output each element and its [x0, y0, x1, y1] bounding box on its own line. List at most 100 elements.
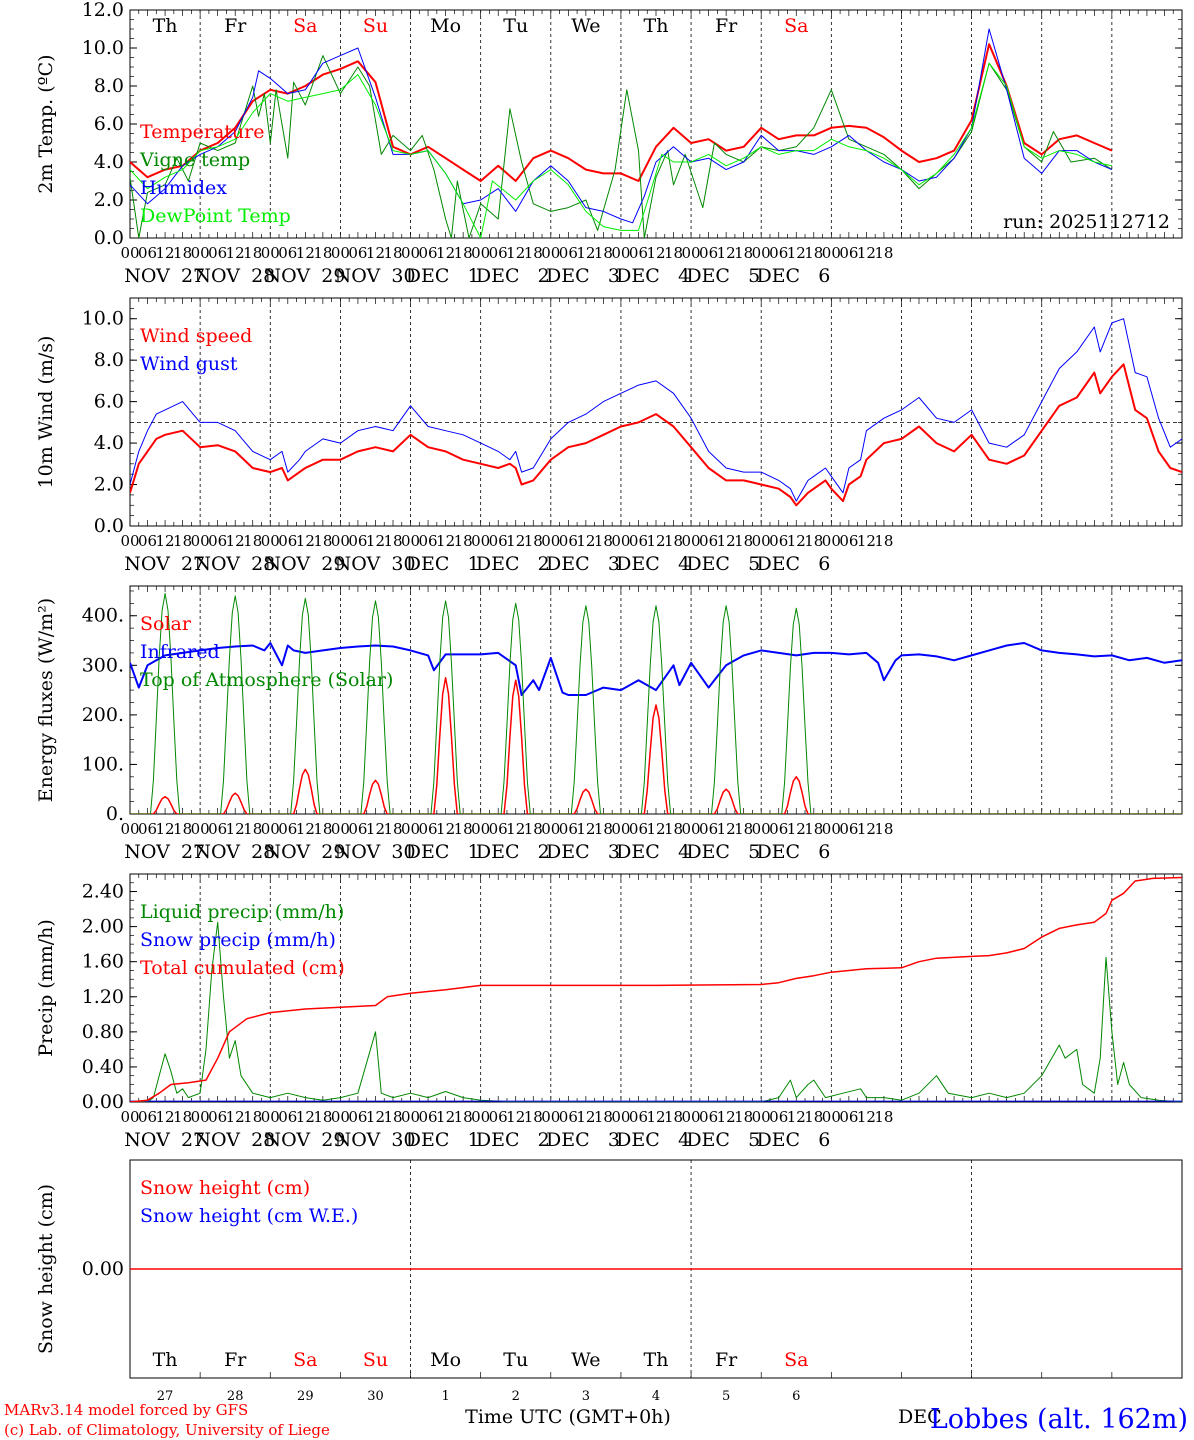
hour-tick-label: 12 — [576, 244, 595, 262]
weekday-label: Th — [644, 1349, 669, 1371]
date-day-label: 30 — [367, 1389, 384, 1404]
date-month-label: DEC — [476, 1129, 520, 1151]
date-month-label: NOV — [265, 841, 311, 863]
panel-precip: 0.00 0.40 0.80 1.20 1.60 2.00 2.40 Precip (mm/h… — [35, 873, 1183, 1151]
hour-tick-label: 06 — [489, 1108, 508, 1126]
hour-tick-label: 06 — [769, 532, 788, 550]
hour-tick-label: 00 — [752, 820, 771, 838]
hour-tick-label: 06 — [348, 1108, 367, 1126]
hour-tick-label: 18 — [454, 244, 473, 262]
date-day-label: 28 — [227, 1389, 244, 1404]
legend-label: Top of Atmosphere (Solar) — [140, 669, 393, 691]
date-month-label: DEC — [756, 553, 800, 575]
plot-frame — [129, 9, 1183, 239]
hour-tick-label: 18 — [173, 820, 192, 838]
panel-energy: 0. 100. 200. 300. 400. Energy fluxes (W/m²) So… — [35, 585, 1183, 863]
figure-footer: MARv3.14 model forced by GFS (c) Lab. of… — [4, 1401, 1188, 1439]
hour-tick-label: 12 — [857, 1108, 876, 1126]
hour-tick-label: 00 — [120, 1108, 139, 1126]
hour-tick-label: 06 — [699, 1108, 718, 1126]
hour-tick-label: 06 — [489, 244, 508, 262]
date-day-label: 27 — [157, 1389, 174, 1404]
chart-panels: 0.02.04.06.08.010.012.02m Temp. (ºC)Th Fr… — [35, 0, 1183, 1404]
hour-tick-label: 00 — [682, 820, 701, 838]
legend-label: Temperature — [140, 121, 264, 143]
hour-tick-label: 06 — [208, 1108, 227, 1126]
date-day-label: 3 — [608, 841, 620, 863]
hour-tick-label: 06 — [348, 244, 367, 262]
date-month-label: DEC — [686, 265, 730, 287]
date-month-label: DEC — [476, 553, 520, 575]
legend-label: Vigne temp — [139, 149, 250, 171]
hour-tick-label: 00 — [752, 1108, 771, 1126]
hour-tick-label: 06 — [839, 820, 858, 838]
hour-tick-label: 12 — [857, 244, 876, 262]
y-tick-label: 2.0 — [94, 189, 124, 211]
y-tick-label: 0.80 — [82, 1021, 124, 1043]
hour-tick-label: 06 — [769, 244, 788, 262]
date-day-label: 1 — [468, 841, 480, 863]
panel-snow: 0.00 Snow height (cm) Snow height (cm) Snow… — [35, 1159, 1183, 1404]
hour-tick-label: 00 — [191, 820, 210, 838]
date-month-label: DEC — [406, 553, 450, 575]
series-line-total-cumulated-cm- — [130, 876, 1182, 1102]
hour-tick-label: 12 — [226, 1108, 245, 1126]
series-line-solar — [130, 676, 1182, 814]
hour-tick-label: 00 — [120, 820, 139, 838]
hour-tick-label: 18 — [313, 532, 332, 550]
weekday-label: Sa — [784, 15, 808, 37]
hour-tick-label: 18 — [454, 1108, 473, 1126]
hour-tick-label: 06 — [278, 244, 297, 262]
date-month-label: DEC — [616, 265, 660, 287]
y-tick-label: 2.0 — [94, 474, 124, 496]
legend-label: Wind gust — [140, 353, 238, 375]
date-day-label: 27 — [181, 841, 205, 863]
hour-tick-label: 06 — [348, 820, 367, 838]
hour-tick-label: 18 — [594, 1108, 613, 1126]
hour-tick-label: 12 — [156, 244, 175, 262]
hour-tick-label: 00 — [191, 244, 210, 262]
hour-tick-label: 00 — [331, 244, 350, 262]
weekday-label: We — [571, 15, 600, 37]
hour-tick-label: 18 — [874, 244, 893, 262]
date-day-label: 3 — [582, 1389, 590, 1404]
y-tick-label: 1.20 — [82, 986, 124, 1008]
y-axis-title: Snow height (cm) — [35, 1184, 57, 1354]
hour-tick-label: 06 — [559, 244, 578, 262]
hour-tick-label: 06 — [138, 244, 157, 262]
date-month-label: NOV — [265, 265, 311, 287]
date-day-label: 3 — [608, 553, 620, 575]
hour-tick-label: 00 — [261, 1108, 280, 1126]
date-month-label: DEC — [686, 1129, 730, 1151]
y-tick-label: 0.40 — [82, 1056, 124, 1078]
date-month-label: NOV — [335, 1129, 381, 1151]
y-tick-label: 4.0 — [94, 432, 124, 454]
hour-tick-label: 12 — [506, 820, 525, 838]
hour-tick-label: 18 — [524, 1108, 543, 1126]
run-label: run: 2025112712 — [1003, 211, 1170, 233]
date-day-label: 28 — [251, 553, 275, 575]
date-month-label: DEC — [616, 1129, 660, 1151]
series-line-liquid-precip-mm-h- — [130, 921, 1182, 1102]
date-day-label: 3 — [608, 1129, 620, 1151]
hour-tick-label: 00 — [822, 532, 841, 550]
hour-tick-label: 18 — [173, 1108, 192, 1126]
date-day-label: 5 — [748, 265, 760, 287]
hour-tick-label: 00 — [331, 532, 350, 550]
hour-tick-label: 06 — [629, 244, 648, 262]
date-day-label: 6 — [818, 841, 830, 863]
hour-tick-label: 00 — [752, 532, 771, 550]
hour-tick-label: 06 — [489, 532, 508, 550]
hour-tick-label: 18 — [804, 1108, 823, 1126]
weekday-label: Fr — [715, 1349, 738, 1371]
hour-tick-label: 06 — [138, 1108, 157, 1126]
date-day-label: 27 — [181, 265, 205, 287]
legend-label: Wind speed — [140, 325, 252, 347]
date-month-label: DEC — [406, 265, 450, 287]
hour-tick-label: 18 — [524, 820, 543, 838]
hour-tick-label: 00 — [401, 244, 420, 262]
hour-tick-label: 00 — [191, 532, 210, 550]
series-line-dewpoint-temp — [130, 62, 1113, 238]
date-day-label: 27 — [181, 1129, 205, 1151]
date-day-label: 4 — [678, 1129, 690, 1151]
